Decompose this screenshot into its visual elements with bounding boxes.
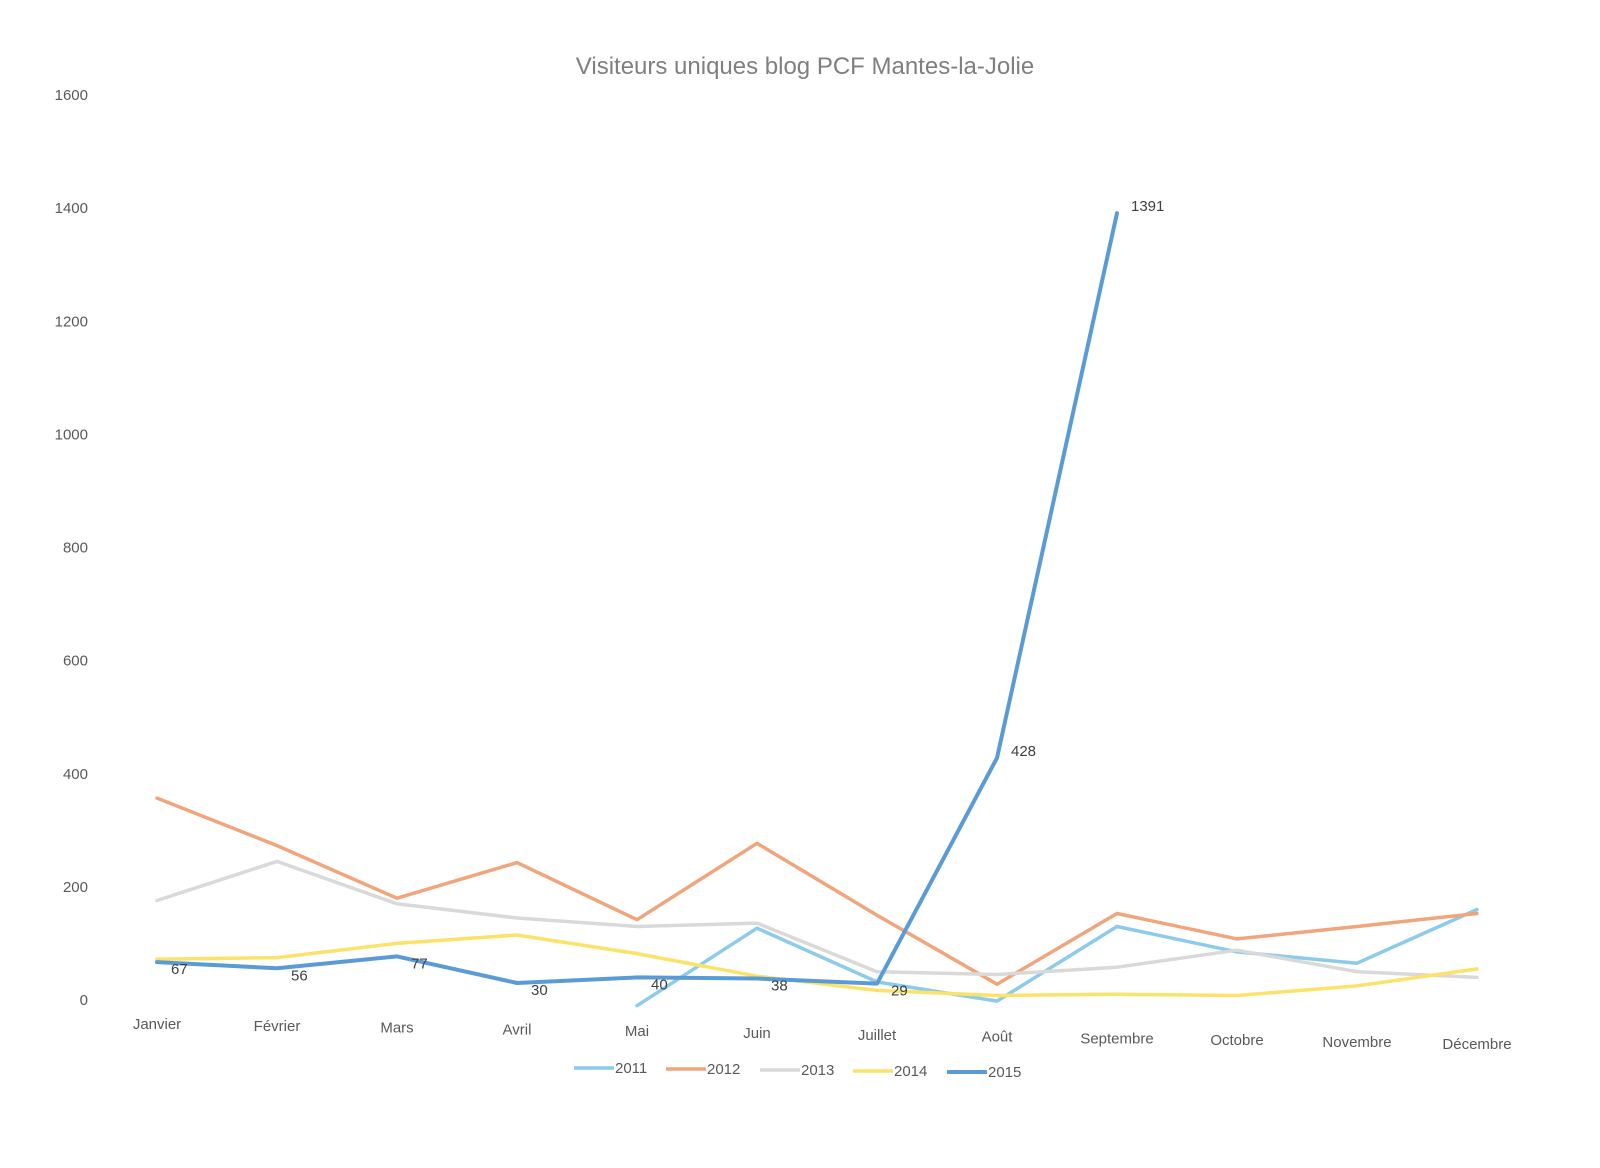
x-tick-label: Mai: [625, 1023, 649, 1040]
data-label-2015: 67: [171, 961, 188, 978]
data-label-2015: 29: [891, 983, 908, 1000]
x-axis-ticks: Janvier Février Mars Avril Mai Juin Juillet Aoû…: [133, 1016, 1512, 1053]
data-labels: 67 56 77 30 40 38 29 428 1391: [171, 198, 1164, 999]
x-tick-label: Octobre: [1210, 1032, 1263, 1049]
y-tick-label: 800: [63, 540, 88, 557]
legend-label-2011: 2011: [615, 1060, 647, 1077]
y-tick-label: 1400: [55, 200, 88, 217]
x-tick-label: Juillet: [858, 1027, 897, 1044]
series-lines: [155, 211, 1479, 1008]
series-line-2013: [155, 859, 1479, 980]
x-tick-label: Février: [254, 1018, 301, 1035]
x-tick-label: Juin: [743, 1025, 771, 1042]
y-tick-label: 1200: [55, 313, 88, 330]
x-tick-label: Avril: [503, 1021, 532, 1038]
y-tick-label: 600: [63, 653, 88, 670]
legend-label-2015: 2015: [988, 1064, 1021, 1081]
x-tick-label: Août: [982, 1029, 1014, 1046]
data-label-2015: 56: [291, 967, 308, 984]
y-tick-label: 400: [63, 766, 88, 783]
data-label-2015: 77: [411, 955, 428, 972]
x-tick-label: Novembre: [1322, 1034, 1391, 1051]
y-tick-label: 0: [80, 992, 88, 1009]
series-line-2011: [635, 907, 1479, 1008]
legend-label-2013: 2013: [801, 1062, 834, 1079]
data-label-2015: 38: [771, 978, 788, 995]
y-tick-label: 1600: [55, 87, 88, 104]
x-tick-label: Décembre: [1442, 1036, 1511, 1053]
x-tick-label: Mars: [380, 1020, 413, 1037]
x-tick-label: Septembre: [1080, 1030, 1153, 1047]
data-label-2015: 30: [531, 982, 548, 999]
legend-label-2012: 2012: [707, 1061, 740, 1078]
series-line-2012: [155, 796, 1479, 986]
data-label-2015: 1391: [1131, 198, 1164, 215]
x-tick-label: Janvier: [133, 1016, 181, 1033]
y-axis-ticks: 0 200 400 600 800 1000 1200 1400 1600: [55, 87, 88, 1009]
series-line-2014: [155, 933, 1479, 998]
data-label-2015: 428: [1011, 743, 1036, 760]
legend: 2011 2012 2013 2014 2015: [574, 1060, 1021, 1081]
series-line-2015: [155, 211, 1119, 986]
data-label-2015: 40: [651, 976, 668, 993]
y-tick-label: 1000: [55, 426, 88, 443]
legend-label-2014: 2014: [894, 1063, 927, 1080]
y-tick-label: 200: [63, 879, 88, 896]
chart-title: Visiteurs uniques blog PCF Mantes-la-Jol…: [576, 53, 1034, 80]
